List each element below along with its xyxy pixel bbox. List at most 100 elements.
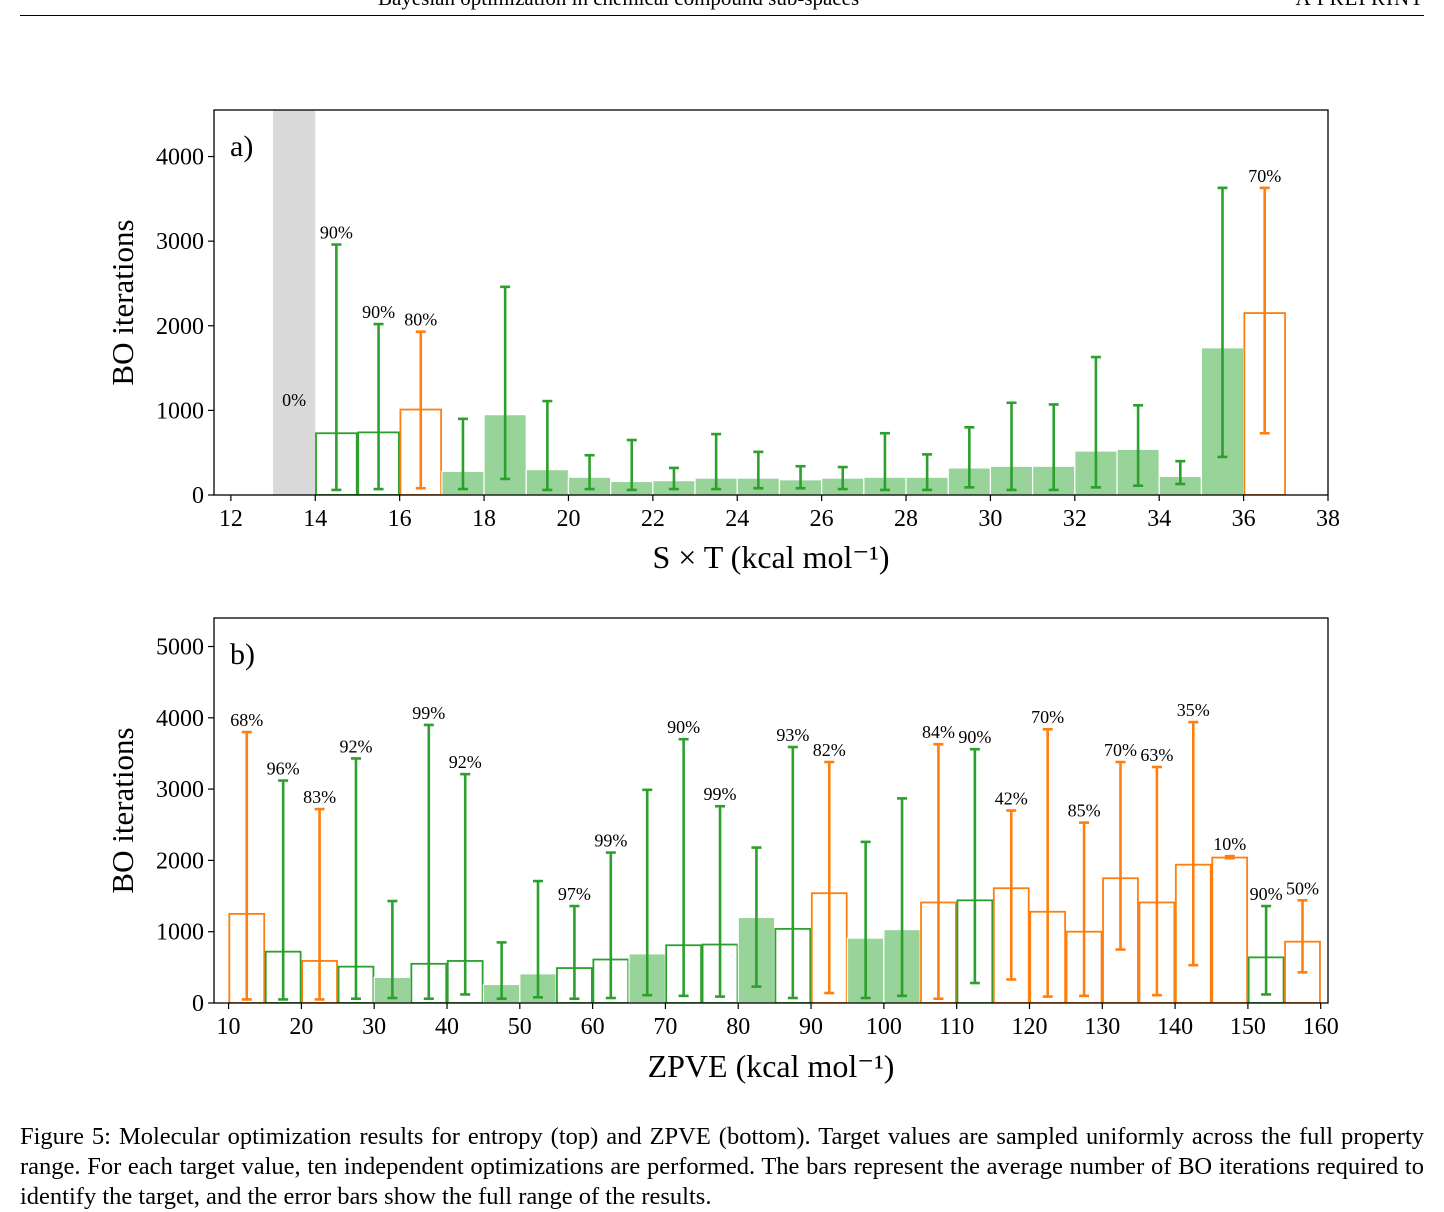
plot-frame xyxy=(213,109,1329,496)
error-bar xyxy=(387,899,398,1000)
error-bar xyxy=(1079,821,1090,998)
header-rule xyxy=(20,15,1424,16)
error-bar xyxy=(1006,401,1017,492)
error-bar xyxy=(795,464,806,490)
x-tick-label: 16 xyxy=(388,506,412,532)
panel-label: b) xyxy=(230,638,255,671)
y-axis-label: BO iterations xyxy=(105,727,140,893)
x-tick-label: 50 xyxy=(508,1014,532,1040)
error-bar xyxy=(1188,720,1199,967)
success-rate-label: 85% xyxy=(1068,801,1101,821)
x-tick-label: 100 xyxy=(866,1014,902,1040)
x-tick-label: 90 xyxy=(799,1014,823,1040)
success-rate-label: 70% xyxy=(1248,166,1281,186)
success-rate-label: 93% xyxy=(776,725,809,745)
success-rate-label: 90% xyxy=(1250,884,1283,904)
error-bar xyxy=(1006,809,1017,981)
x-tick-label: 34 xyxy=(1147,506,1171,532)
success-rate-label: 50% xyxy=(1286,878,1319,898)
panel-b-zpve: 68%96%83%92%99%92%97%99%90%99%93%82%84% 9… xyxy=(105,617,1339,1084)
success-rate-label: 80% xyxy=(404,310,437,330)
panel-a-entropy: 90% 90% 80% 70% 0% 12 14 16 18 20 22 24 26 28 30 32 34 36… xyxy=(105,109,1340,575)
error-bar xyxy=(837,465,848,491)
error-bar xyxy=(678,737,689,998)
success-rate-label: 90% xyxy=(667,717,700,737)
x-tick-label: 36 xyxy=(1232,506,1256,532)
x-tick-label: 22 xyxy=(641,506,665,532)
y-tick-label: 2000 xyxy=(156,314,204,340)
success-rate-label: 68% xyxy=(230,710,263,730)
x-tick-label: 120 xyxy=(1011,1014,1047,1040)
error-bar xyxy=(1151,765,1162,997)
x-tick-label: 130 xyxy=(1084,1014,1120,1040)
x-tick-label: 30 xyxy=(362,1014,386,1040)
excluded-range-band xyxy=(273,110,316,495)
page-header: Bayesian optimization in chemical compou… xyxy=(0,0,1444,16)
error-bar xyxy=(1261,904,1272,996)
x-axis-label: ZPVE (kcal mol⁻¹) xyxy=(648,1048,895,1084)
error-bar xyxy=(373,322,384,491)
panel-label: a) xyxy=(230,130,253,163)
error-bar xyxy=(860,840,871,1000)
plot-frame xyxy=(213,617,1329,1004)
x-tick-label: 20 xyxy=(556,506,580,532)
error-bar xyxy=(1133,404,1144,487)
x-tick-label: 80 xyxy=(726,1014,750,1040)
y-tick-label: 0 xyxy=(192,991,204,1017)
error-bar xyxy=(879,431,890,492)
x-tick-label: 60 xyxy=(581,1014,605,1040)
error-bar xyxy=(1297,899,1308,974)
success-rate-label: 42% xyxy=(995,789,1028,809)
error-bar xyxy=(584,453,595,491)
y-tick-label: 3000 xyxy=(156,777,204,803)
error-bar xyxy=(241,730,252,1001)
error-bar xyxy=(569,904,580,1001)
success-rate-label: 84% xyxy=(922,722,955,742)
x-tick-label: 150 xyxy=(1230,1014,1266,1040)
error-bar xyxy=(457,417,468,491)
success-rate-label: 90% xyxy=(362,302,395,322)
error-bar xyxy=(1090,355,1101,489)
success-rate-label: 96% xyxy=(267,759,300,779)
error-bar xyxy=(711,432,722,491)
error-bar xyxy=(278,779,289,1001)
error-bar xyxy=(787,745,798,1000)
x-tick-label: 40 xyxy=(435,1014,459,1040)
success-rate-label: 82% xyxy=(813,740,846,760)
success-rate-label: 92% xyxy=(449,752,482,772)
success-rate-label: 70% xyxy=(1104,740,1137,760)
error-bar xyxy=(1217,186,1228,459)
error-bar xyxy=(533,879,544,999)
x-tick-label: 10 xyxy=(217,1014,241,1040)
success-rate-label: 97% xyxy=(558,884,591,904)
error-bar xyxy=(605,851,616,1000)
success-rate-label: 63% xyxy=(1140,745,1173,765)
x-tick-label: 24 xyxy=(725,506,749,532)
error-bar xyxy=(460,772,471,996)
error-bar xyxy=(423,723,434,1001)
error-bar xyxy=(415,330,426,490)
error-bar xyxy=(642,788,653,997)
success-rate-label: 99% xyxy=(594,831,627,851)
error-bar xyxy=(314,807,325,1001)
preprint-label: A PREPRINT xyxy=(1296,0,1424,11)
y-axis-label: BO iterations xyxy=(105,219,140,385)
running-title: Bayesian optimization in chemical compou… xyxy=(378,0,859,11)
figure-caption: Figure 5: Molecular optimization results… xyxy=(20,1123,1424,1210)
error-bar xyxy=(922,453,933,492)
x-tick-label: 140 xyxy=(1157,1014,1193,1040)
x-tick-label: 20 xyxy=(289,1014,313,1040)
y-tick-label: 2000 xyxy=(156,848,204,874)
success-rate-label: 10% xyxy=(1213,834,1246,854)
error-bar xyxy=(1224,854,1235,860)
x-tick-label: 32 xyxy=(1063,506,1087,532)
success-rate-label: 90% xyxy=(958,727,991,747)
x-tick-label: 12 xyxy=(219,506,243,532)
error-bar xyxy=(969,747,980,985)
plot-area xyxy=(273,110,1286,495)
y-tick-label: 5000 xyxy=(156,635,204,661)
error-bar xyxy=(331,243,342,492)
y-tick-label: 1000 xyxy=(156,398,204,424)
error-bar xyxy=(1175,459,1186,486)
error-bar xyxy=(1048,403,1059,492)
